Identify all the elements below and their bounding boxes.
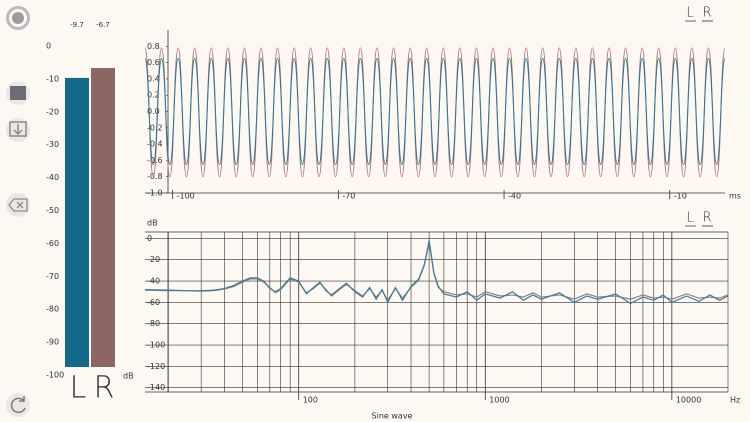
y-tick-label: -100: [46, 371, 64, 380]
y-tick-label: -1.0: [147, 189, 163, 198]
y-tick-label: -0.8: [147, 172, 163, 181]
x-tick-label: 1000: [489, 396, 509, 405]
y-tick-label: 0: [46, 42, 51, 51]
level-bar: [65, 77, 89, 368]
y-tick-label: -20: [46, 107, 59, 116]
y-unit: dB: [123, 372, 134, 381]
y-tick-label: -0.4: [147, 140, 163, 149]
channel-label: R: [94, 371, 115, 406]
y-unit: dB: [147, 219, 158, 228]
x-tick-label: 10000: [676, 396, 701, 405]
x-tick-label: -40: [508, 192, 521, 201]
x-tick-label: -100: [177, 192, 195, 201]
series-line: [144, 240, 729, 305]
settings-button[interactable]: [6, 6, 30, 30]
legend-label: R: [702, 211, 711, 226]
y-tick-label: 0.0: [147, 107, 160, 116]
y-tick-label: 0.8: [147, 42, 160, 51]
legend-label: L: [686, 211, 693, 226]
stop-button[interactable]: [6, 81, 30, 105]
y-tick-label: -0.2: [147, 123, 163, 132]
y-tick-label: -70: [46, 272, 59, 281]
level-bar: [91, 68, 115, 367]
y-tick-label: -10: [46, 74, 59, 83]
spectrum-title: Sine wave: [372, 412, 413, 421]
y-tick-label: 0.4: [147, 74, 160, 83]
x-unit: ms: [729, 192, 741, 201]
y-tick-label: -50: [46, 206, 59, 215]
y-tick-label: -90: [46, 338, 59, 347]
x-tick-label: -10: [674, 192, 687, 201]
level-label: -9.7: [70, 21, 84, 29]
x-tick-label: 100: [303, 396, 318, 405]
clear-button[interactable]: [6, 193, 30, 217]
level-label: -6.7: [96, 21, 110, 29]
y-tick-label: -80: [46, 305, 59, 314]
y-tick-label: -60: [46, 239, 59, 248]
y-tick-label: 0.6: [147, 58, 160, 67]
x-unit: Hz: [730, 396, 740, 405]
x-tick-label: -70: [342, 192, 355, 201]
refresh-button[interactable]: [6, 393, 30, 417]
y-tick-label: -40: [46, 173, 59, 182]
y-tick-label: -30: [46, 140, 59, 149]
y-tick-label: 0.2: [147, 91, 160, 100]
legend-label: R: [702, 6, 711, 21]
series-line: [144, 58, 726, 165]
channel-label: L: [70, 371, 87, 406]
download-button[interactable]: [6, 118, 30, 142]
legend-label: L: [686, 6, 693, 21]
